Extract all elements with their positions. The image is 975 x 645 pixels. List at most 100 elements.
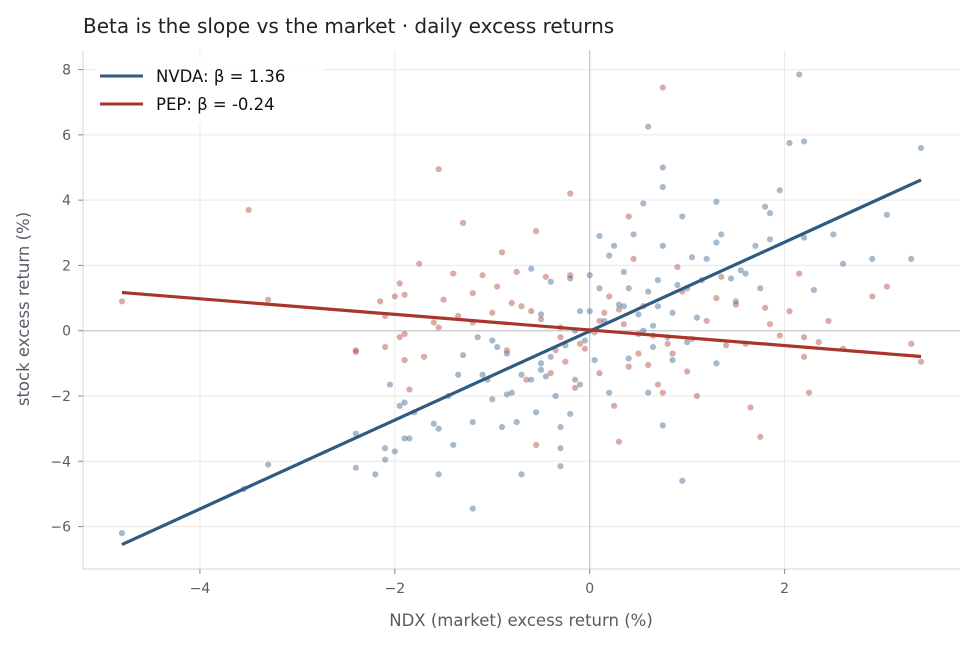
scatter-point (537, 366, 545, 373)
scatter-point (528, 308, 535, 315)
legend-background (95, 58, 325, 124)
scatter-point (718, 273, 725, 280)
scatter-point (776, 187, 783, 194)
scatter-point (679, 477, 686, 484)
scatter-point (747, 404, 754, 411)
scatter-point (533, 409, 540, 416)
scatter-point (762, 304, 769, 311)
scatter-point (669, 350, 676, 357)
x-tick-label: 0 (585, 581, 594, 597)
scatter-point (615, 306, 623, 313)
scatter-point (508, 389, 515, 396)
scatter-point (401, 291, 408, 298)
scatter-point (727, 275, 735, 282)
scatter-point (625, 363, 632, 370)
scatter-point (693, 392, 701, 400)
scatter-point (830, 231, 837, 238)
scatter-point (469, 290, 476, 297)
scatter-point (645, 288, 652, 295)
scatter-point (713, 360, 720, 367)
scatter-point (401, 399, 408, 406)
scatter-point (430, 319, 437, 326)
scatter-point (518, 303, 525, 310)
legend-label-pep: PEP: β = -0.24 (156, 95, 275, 114)
scatter-point (908, 255, 915, 263)
scatter-point (723, 342, 730, 349)
scatter-point (352, 348, 359, 356)
scatter-point (625, 213, 632, 220)
scatter-point (815, 339, 822, 346)
scatter-point (494, 283, 501, 290)
scatter-point (693, 314, 701, 321)
scatter-point (396, 402, 403, 409)
scatter-point (664, 340, 671, 347)
scatter-point (557, 445, 564, 452)
scatter-point (669, 309, 676, 316)
scatter-point (245, 206, 252, 214)
scatter-point (513, 419, 520, 426)
scatter-point (581, 337, 588, 344)
scatter-point (766, 210, 774, 217)
scatter-point (528, 376, 535, 383)
scatter-point (679, 213, 686, 220)
scatter-point (654, 303, 662, 310)
scatter-point (503, 350, 510, 357)
scatter-point (455, 371, 462, 378)
scatter-point (684, 368, 691, 375)
scatter-point (118, 529, 126, 537)
scatter-point (489, 337, 496, 344)
scatter-point (713, 198, 720, 205)
y-tick-label: 8 (62, 63, 71, 79)
scatter-point (645, 123, 652, 130)
scatter-point (430, 420, 437, 427)
scatter-point (718, 231, 725, 238)
scatter-point (435, 471, 442, 478)
series-nvda-points (118, 71, 925, 537)
scatter-point (547, 278, 554, 285)
scatter-point (645, 389, 652, 396)
scatter-point (659, 422, 666, 429)
x-tick-label: 2 (780, 581, 789, 597)
scatter-point (703, 255, 710, 263)
scatter-point (610, 242, 618, 249)
legend-label-nvda: NVDA: β = 1.36 (156, 67, 285, 86)
scatter-point (630, 231, 637, 238)
scatter-point (435, 166, 442, 173)
scatter-point (396, 280, 403, 287)
scatter-point (703, 317, 710, 325)
x-tick-label: −2 (385, 581, 406, 597)
scatter-point (533, 228, 540, 235)
scatter-point (732, 298, 739, 305)
scatter-point (645, 361, 652, 369)
scatter-point (615, 301, 623, 308)
scatter-point (640, 327, 647, 334)
y-tick-label: 6 (62, 128, 71, 144)
scatter-point (596, 317, 603, 325)
scatter-point (839, 260, 847, 267)
scatter-point (479, 371, 486, 378)
scatter-point (606, 389, 613, 396)
scatter-point (523, 376, 530, 383)
scatter-point (596, 285, 603, 292)
scatter-point (732, 301, 739, 308)
scatter-point (489, 309, 496, 316)
scatter-point (420, 353, 428, 360)
scatter-point (557, 423, 564, 431)
scatter-point (576, 340, 584, 347)
scatter-point (654, 277, 662, 284)
scatter-point (776, 332, 783, 339)
scatter-point (630, 255, 637, 263)
scatter-point (586, 272, 593, 279)
scatter-point (528, 265, 535, 272)
scatter-point (352, 464, 359, 471)
scatter-point (654, 381, 662, 388)
scatter-point (401, 356, 408, 364)
scatter-point (537, 360, 545, 367)
scatter-point (800, 234, 808, 241)
y-axis-title: stock excess return (%) (14, 212, 33, 406)
scatter-point (518, 371, 525, 378)
plot-area: −4 −2 0 2 −6 −4 −2 0 2 4 6 8 (50, 50, 960, 597)
scatter-point (377, 298, 384, 305)
scatter-point (391, 448, 398, 455)
scatter-point (800, 353, 808, 360)
